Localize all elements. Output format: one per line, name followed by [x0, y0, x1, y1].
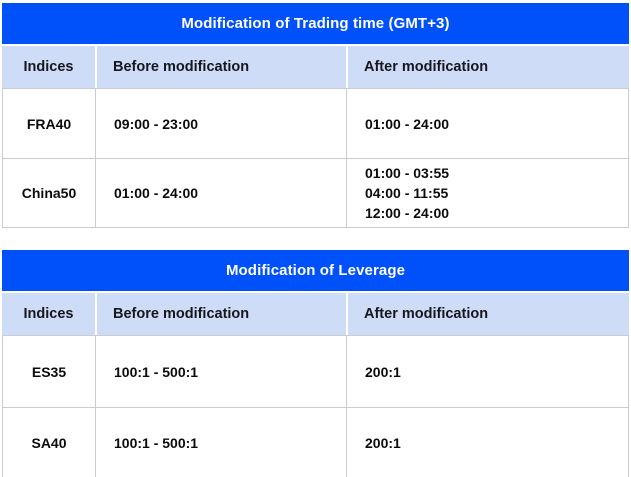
index-name: SA40: [2, 408, 95, 477]
trading-time-header-row: Indices Before modification After modifi…: [2, 46, 629, 88]
header-cell-indices: Indices: [23, 306, 74, 322]
index-name: FRA40: [2, 89, 95, 158]
after-value-lines: 01:00 - 03:55 04:00 - 11:55 12:00 - 24:0…: [365, 163, 449, 223]
leverage-title-bar: Modification of Leverage: [2, 250, 629, 291]
leverage-rows: ES35 100:1 - 500:1 200:1 SA40 100:1 - 50…: [2, 335, 629, 477]
header-cell-after-modification: After modification: [346, 46, 629, 88]
header-cell-after-modification: After modification: [346, 293, 629, 335]
before-value: 100:1 - 500:1: [95, 408, 346, 477]
before-value: 01:00 - 24:00: [95, 159, 346, 227]
after-value: 200:1: [346, 336, 629, 407]
trading-time-rows: FRA40 09:00 - 23:00 01:00 - 24:00 China5…: [2, 88, 629, 228]
before-value: 100:1 - 500:1: [95, 336, 346, 407]
after-value: 01:00 - 24:00: [346, 89, 629, 158]
leverage-title: Modification of Leverage: [225, 262, 406, 279]
trading-time-table: Modification of Trading time (GMT+3) Ind…: [2, 0, 629, 228]
before-value: 09:00 - 23:00: [95, 89, 346, 158]
after-value: 01:00 - 03:55 04:00 - 11:55 12:00 - 24:0…: [346, 159, 629, 227]
header-cell-before-modification: Before modification: [95, 46, 346, 88]
after-value-line-3: 12:00 - 24:00: [365, 205, 450, 221]
after-value-line-2: 04:00 - 11:55: [365, 185, 449, 201]
leverage-table: Modification of Leverage Indices Before …: [2, 250, 629, 477]
table-row-china50: China50 01:00 - 24:00 01:00 - 03:55 04:0…: [2, 158, 629, 227]
index-name: China50: [2, 159, 95, 227]
index-name: ES35: [2, 336, 95, 407]
table-row-fra40: FRA40 09:00 - 23:00 01:00 - 24:00: [2, 89, 629, 158]
trading-time-title-bar: Modification of Trading time (GMT+3): [2, 3, 629, 44]
header-cell-before-modification: Before modification: [95, 293, 346, 335]
table-row-es35: ES35 100:1 - 500:1 200:1: [2, 336, 629, 407]
header-cell-indices: Indices: [23, 59, 74, 75]
trading-time-title: Modification of Trading time (GMT+3): [181, 15, 450, 32]
after-value: 200:1: [346, 408, 629, 477]
after-value-line-1: 01:00 - 03:55: [365, 165, 450, 181]
leverage-header-row: Indices Before modification After modifi…: [2, 293, 629, 335]
table-row-sa40: SA40 100:1 - 500:1 200:1: [2, 407, 629, 477]
